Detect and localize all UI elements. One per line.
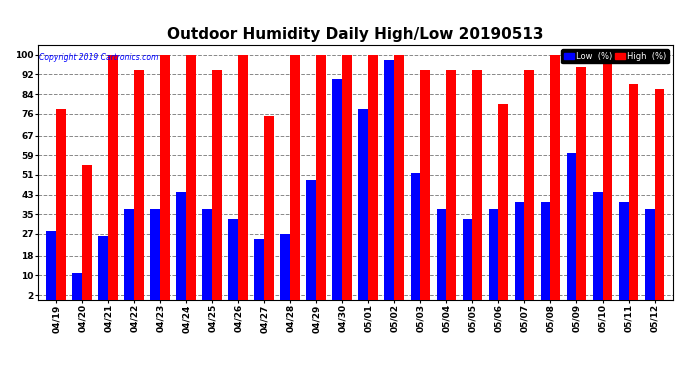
Bar bbox=[551, 55, 560, 300]
Legend: Low  (%), High  (%): Low (%), High (%) bbox=[562, 49, 669, 63]
Bar bbox=[384, 60, 395, 300]
Bar bbox=[498, 104, 509, 300]
Bar bbox=[593, 192, 602, 300]
Bar bbox=[411, 172, 420, 300]
Bar bbox=[135, 69, 144, 300]
Bar bbox=[316, 55, 326, 300]
Bar bbox=[602, 55, 613, 300]
Bar bbox=[576, 67, 586, 300]
Bar bbox=[72, 273, 82, 300]
Bar bbox=[306, 180, 316, 300]
Bar bbox=[395, 55, 404, 300]
Bar bbox=[368, 55, 378, 300]
Bar bbox=[264, 116, 274, 300]
Bar bbox=[333, 80, 342, 300]
Bar bbox=[515, 202, 524, 300]
Bar bbox=[160, 55, 170, 300]
Bar bbox=[124, 209, 135, 300]
Bar bbox=[150, 209, 160, 300]
Bar bbox=[359, 109, 368, 300]
Bar bbox=[446, 69, 456, 300]
Bar bbox=[290, 55, 300, 300]
Bar bbox=[342, 55, 352, 300]
Title: Outdoor Humidity Daily High/Low 20190513: Outdoor Humidity Daily High/Low 20190513 bbox=[167, 27, 544, 42]
Bar bbox=[228, 219, 238, 300]
Bar bbox=[420, 69, 431, 300]
Bar bbox=[255, 239, 264, 300]
Bar bbox=[437, 209, 446, 300]
Bar bbox=[98, 236, 108, 300]
Bar bbox=[46, 231, 56, 300]
Bar bbox=[202, 209, 213, 300]
Bar bbox=[82, 165, 92, 300]
Text: Copyright 2019 Cartronics.com: Copyright 2019 Cartronics.com bbox=[39, 53, 159, 62]
Bar bbox=[280, 234, 290, 300]
Bar bbox=[489, 209, 498, 300]
Bar bbox=[462, 219, 473, 300]
Bar bbox=[540, 202, 551, 300]
Bar bbox=[644, 209, 655, 300]
Bar bbox=[56, 109, 66, 300]
Bar bbox=[108, 55, 118, 300]
Bar bbox=[213, 69, 222, 300]
Bar bbox=[473, 69, 482, 300]
Bar bbox=[566, 153, 576, 300]
Bar bbox=[629, 84, 638, 300]
Bar bbox=[238, 55, 248, 300]
Bar bbox=[177, 192, 186, 300]
Bar bbox=[186, 55, 196, 300]
Bar bbox=[655, 89, 664, 300]
Bar bbox=[619, 202, 629, 300]
Bar bbox=[524, 69, 534, 300]
